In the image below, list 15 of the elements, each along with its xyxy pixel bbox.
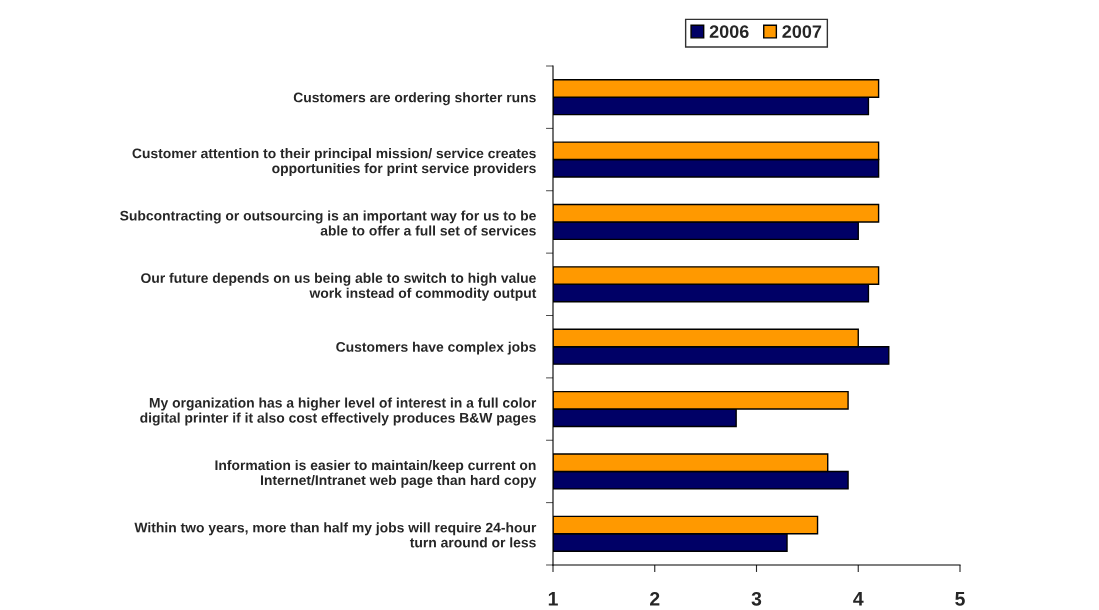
legend-label: 2006: [709, 25, 749, 39]
x-tick-label: 4: [853, 592, 864, 606]
legend-label: 2007: [782, 25, 822, 39]
y-tick-label: Within two years, more than half my jobs will require 24-hour turn around or less: [134, 522, 537, 548]
y-tick-label: Our future depends on us being able to switch to high value work instead of commodity output: [141, 272, 537, 301]
x-tick-label: 1: [548, 592, 558, 606]
y-tick-label: Information is easier to maintain/keep current on Internet/Intranet web page than hard copy: [215, 459, 537, 488]
x-tick-label: 2: [650, 591, 660, 606]
y-tick-label: Customers have complex jobs: [336, 341, 536, 355]
y-tick-label: Customers are ordering shorter runs: [293, 92, 536, 106]
y-tick-label: Customer attention to their principal mission/ service creates opportunities for print service providers: [132, 148, 536, 176]
x-tick-label: 5: [955, 592, 965, 606]
y-tick-label: My organization has a higher level of interest in a full color digital printer if it also cost effectively produces B&W pages: [140, 397, 537, 426]
y-tick-label: Subcontracting or outsourcing is an important way for us to be able to offer a full set of services: [120, 210, 536, 236]
x-tick-label: 3: [751, 591, 762, 606]
